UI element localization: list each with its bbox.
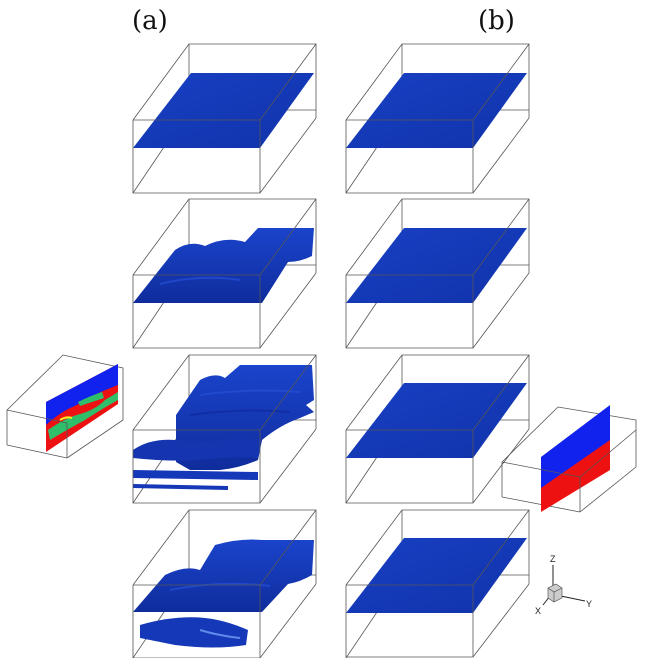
interface-surface	[346, 73, 527, 148]
interface-surface	[133, 228, 314, 303]
panel-b-t4	[345, 509, 530, 658]
interface-surface	[133, 539, 314, 612]
column-a-label: (a)	[132, 6, 168, 36]
interface-surface	[346, 228, 527, 303]
axes-triad: Z Y X	[535, 554, 592, 616]
panel-a-t1	[132, 43, 317, 194]
inset-slice-a	[6, 354, 124, 459]
panel-b-t3	[345, 354, 530, 504]
panel-b-t2	[345, 198, 530, 349]
panel-b-t1	[345, 43, 530, 194]
column-b-label: (b)	[478, 6, 515, 36]
inset-slice-b	[501, 405, 637, 513]
axis-y-label: Y	[586, 599, 592, 609]
panel-a-t2	[132, 198, 317, 349]
interface-surface	[133, 73, 314, 148]
axis-z-label: Z	[550, 554, 556, 564]
panel-a-t4	[132, 509, 317, 658]
interface-surface	[346, 383, 527, 458]
axis-x-label: X	[535, 606, 541, 616]
interface-surface	[346, 538, 527, 613]
panel-a-t3	[132, 354, 317, 504]
